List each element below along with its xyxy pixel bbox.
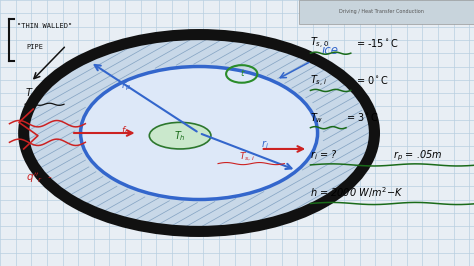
Text: $T_{s,i}$: $T_{s,i}$ (238, 151, 255, 163)
Text: = 0$^\circ$C: = 0$^\circ$C (356, 74, 389, 86)
Circle shape (81, 66, 318, 200)
Text: $T_{s,i}$: $T_{s,i}$ (310, 73, 328, 89)
Text: $T_{s,0}$: $T_{s,0}$ (25, 87, 44, 102)
Text: ice: ice (322, 44, 339, 57)
Text: $r_i$ = ?: $r_i$ = ? (310, 148, 338, 162)
Text: $r_i$: $r_i$ (261, 139, 269, 151)
Text: $T_h$: $T_h$ (174, 129, 186, 143)
Text: Driving / Heat Transfer Conduction: Driving / Heat Transfer Conduction (339, 10, 424, 14)
Text: PIPE: PIPE (26, 44, 43, 50)
Bar (299, 0, 474, 24)
Text: = -15$^\circ$C: = -15$^\circ$C (356, 36, 398, 49)
Text: $h$ = 2000 $W/m^2$$-K$: $h$ = 2000 $W/m^2$$-K$ (310, 185, 404, 200)
Circle shape (26, 36, 372, 230)
Circle shape (81, 66, 318, 200)
Text: $r_p$: $r_p$ (121, 79, 131, 93)
Text: = 3$^\circ$C: = 3$^\circ$C (346, 111, 379, 123)
Text: $r_p$ = .05m: $r_p$ = .05m (393, 149, 443, 163)
Text: "THIN WALLED": "THIN WALLED" (17, 23, 72, 29)
Text: $f_0$: $f_0$ (121, 124, 130, 136)
Text: $T_{s,0}$: $T_{s,0}$ (310, 36, 329, 51)
Ellipse shape (149, 122, 211, 149)
Text: $q''_r$  -: $q''_r$ - (26, 171, 53, 185)
Text: t: t (240, 69, 244, 78)
Text: $T_w$: $T_w$ (310, 111, 324, 125)
